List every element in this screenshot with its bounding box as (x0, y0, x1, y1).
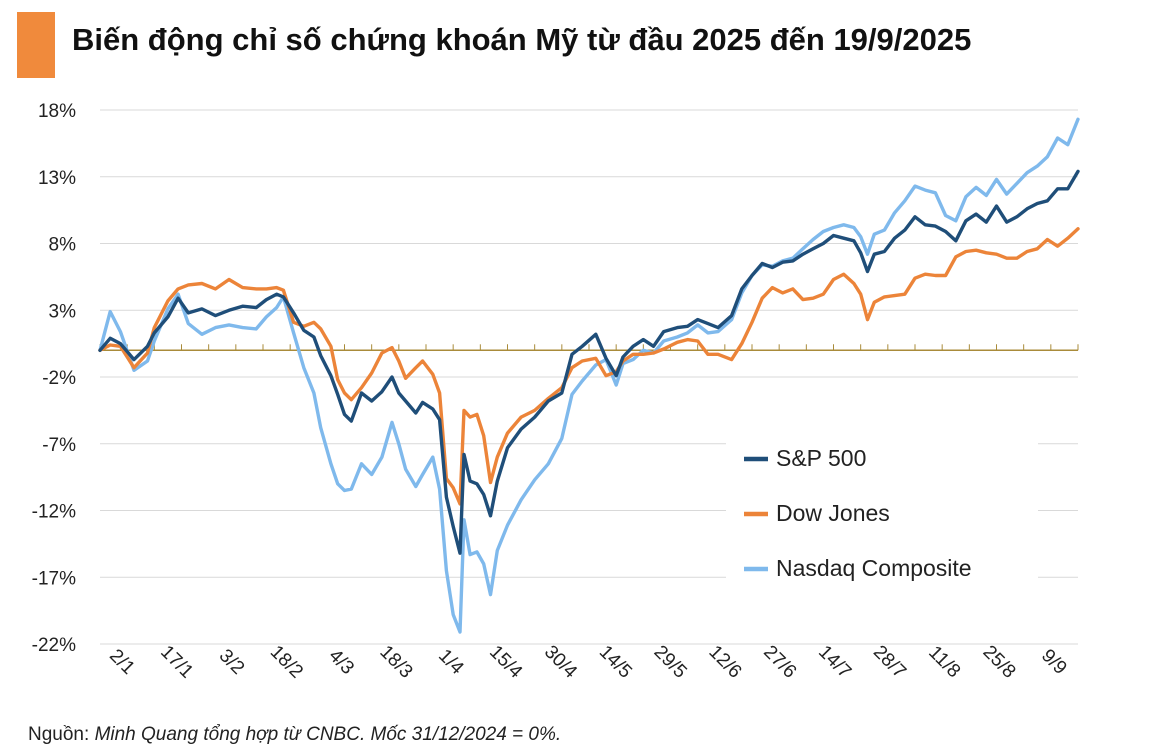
source-note: Nguồn: Minh Quang tổng hợp từ CNBC. Mốc … (28, 724, 561, 746)
legend-label: Dow Jones (776, 500, 890, 526)
y-tick-label: -2% (42, 368, 76, 389)
series-lines (98, 117, 1080, 634)
x-tick-label: 14/7 (814, 642, 855, 683)
y-tick-label: 8% (49, 235, 77, 256)
x-tick-label: 4/3 (324, 645, 358, 679)
x-tick-label: 27/6 (759, 642, 800, 683)
x-tick-label: 17/1 (156, 642, 197, 683)
zero-axis (99, 344, 1079, 352)
legend-background (726, 428, 1038, 598)
source-text: Minh Quang tổng hợp từ CNBC. Mốc 31/12/2… (94, 724, 562, 745)
y-tick-label: -7% (42, 435, 76, 456)
x-tick-label: 28/7 (869, 642, 910, 683)
y-tick-label: -22% (32, 635, 76, 656)
y-axis-tick-labels: 18% 13% 8% 3% -2% -7% -12% -17% -22% (32, 101, 76, 656)
series-line-nasdaq-composite (98, 117, 1080, 634)
series-line-s-p-500 (98, 169, 1080, 555)
legend-label: S&P 500 (776, 445, 866, 471)
x-axis-tick-labels: 2/1 17/1 3/2 18/2 4/3 18/3 1/4 15/4 30/4 14/5 29/5… (105, 642, 1071, 683)
x-tick-label: 29/5 (650, 642, 691, 683)
y-tick-label: 13% (38, 168, 76, 189)
page-title: Biến động chỉ số chứng khoán Mỹ từ đầu 2… (72, 22, 972, 57)
x-tick-label: 18/3 (376, 642, 417, 683)
x-tick-label: 9/9 (1037, 645, 1071, 679)
y-tick-label: -12% (32, 502, 76, 523)
x-tick-label: 15/4 (485, 642, 526, 683)
y-tick-label: 18% (38, 101, 76, 122)
title-accent-bar (17, 12, 55, 78)
x-tick-label: 3/2 (215, 645, 249, 679)
x-tick-label: 2/1 (105, 645, 139, 679)
source-label: Nguồn: (28, 724, 90, 745)
x-tick-label: 14/5 (595, 642, 636, 683)
line-chart: 18% 13% 8% 3% -2% -7% -12% -17% -22% 2/1 17/1 3/2 1… (32, 101, 1080, 683)
x-tick-label: 1/4 (434, 645, 468, 679)
legend: S&P 500 Dow Jones Nasdaq Composite (726, 428, 1038, 598)
legend-label: Nasdaq Composite (776, 555, 972, 581)
y-tick-label: -17% (32, 568, 76, 589)
x-tick-label: 11/8 (924, 642, 964, 682)
x-tick-label: 18/2 (266, 642, 307, 683)
x-tick-label: 12/6 (704, 642, 745, 683)
x-tick-label: 30/4 (540, 642, 581, 683)
y-tick-label: 3% (49, 301, 77, 322)
x-tick-label: 25/8 (979, 642, 1020, 683)
